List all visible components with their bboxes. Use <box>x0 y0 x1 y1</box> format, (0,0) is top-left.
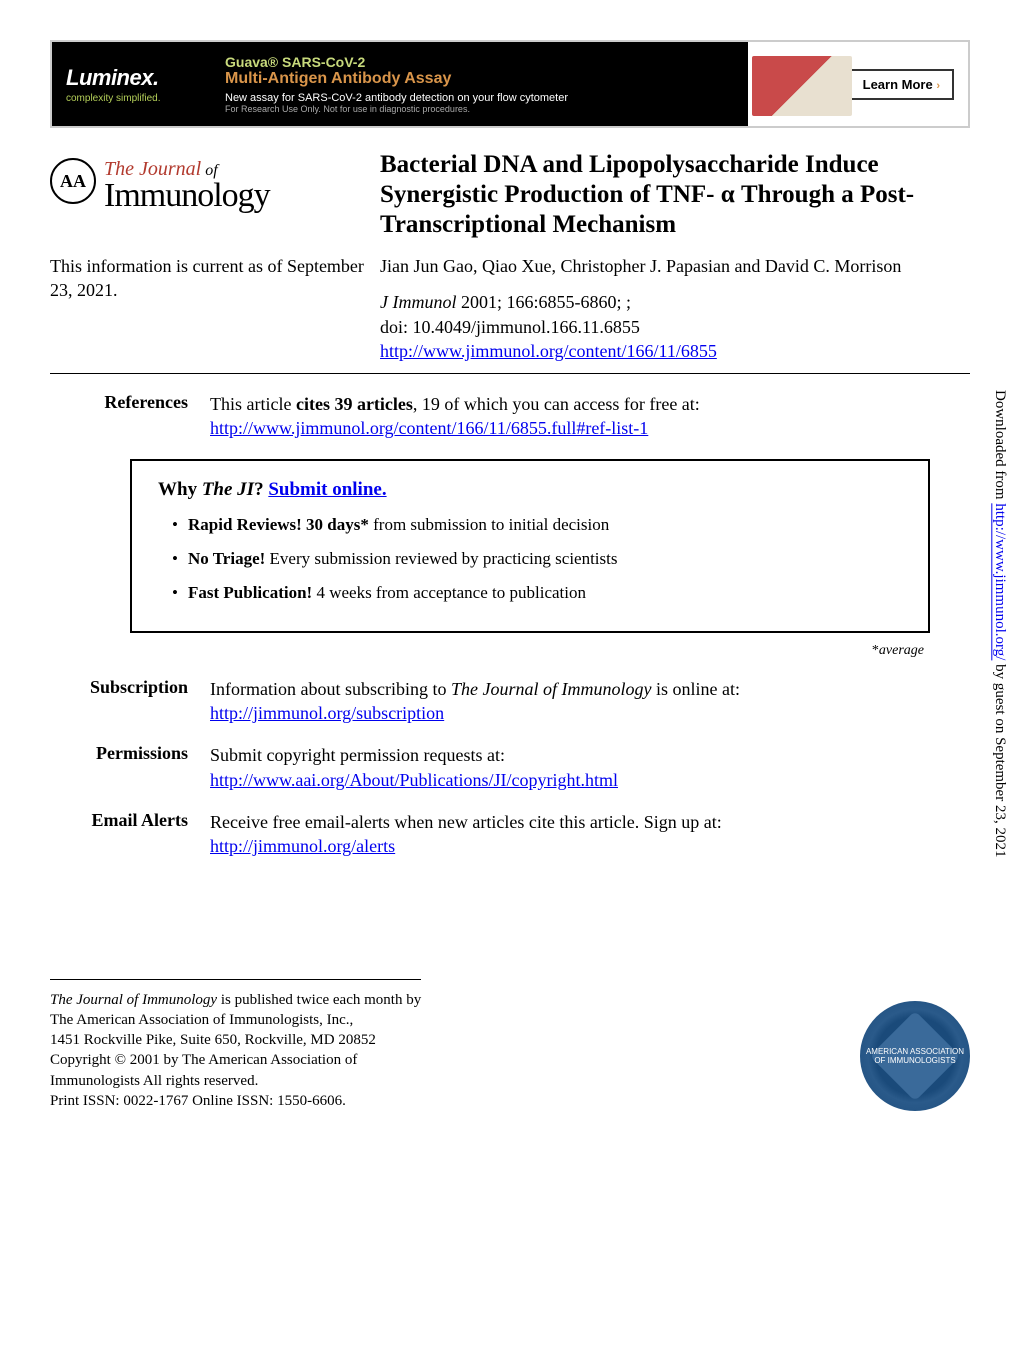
citation-line: J Immunol 2001; 166:6855-6860; ; <box>380 290 970 314</box>
why-ji-item-bold: No Triage! <box>188 549 265 568</box>
subscription-link[interactable]: http://jimmunol.org/subscription <box>210 703 444 723</box>
why-ji-item-bold: Rapid Reviews! 30 days* <box>188 515 369 534</box>
footer-line1: The Journal of Immunology is published t… <box>50 990 421 1010</box>
current-info: This information is current as of Septem… <box>50 254 380 363</box>
footer-divider <box>50 979 421 980</box>
permissions-text: Submit copyright permission requests at: <box>210 745 505 765</box>
learn-more-label: Learn More <box>863 77 933 92</box>
footer-line4: Copyright © 2001 by The American Associa… <box>50 1050 421 1070</box>
why-ji-why: Why <box>158 479 202 500</box>
average-star: * <box>872 643 879 658</box>
article-title: Bacterial DNA and Lipopolysaccharide Ind… <box>380 150 970 240</box>
why-ji-item: Rapid Reviews! 30 days* from submission … <box>172 515 902 535</box>
citation-block: J Immunol 2001; 166:6855-6860; ; doi: 10… <box>380 290 970 363</box>
journal-logo: AA The Journal of Immunology <box>50 158 380 215</box>
references-pre: This article <box>210 394 296 414</box>
header-row: AA The Journal of Immunology Bacterial D… <box>50 150 970 240</box>
ad-banner[interactable]: Luminex. complexity simplified. Guava® S… <box>50 40 970 128</box>
footer-line2: The American Association of Immunologist… <box>50 1010 421 1030</box>
journal-immunology: Immunology <box>104 177 270 215</box>
learn-more-button[interactable]: Learn More › <box>849 69 954 100</box>
email-alerts-label: Email Alerts <box>50 810 210 859</box>
citation-rest: 2001; 166:6855-6860; ; <box>456 292 631 312</box>
citation-doi: doi: 10.4049/jimmunol.166.11.6855 <box>380 315 970 339</box>
email-alerts-body: Receive free email-alerts when new artic… <box>210 810 970 859</box>
why-ji-item-bold: Fast Publication! <box>188 583 312 602</box>
why-ji-q: ? <box>254 479 268 500</box>
why-ji-item-rest: 4 weeks from acceptance to publication <box>312 583 586 602</box>
why-ji-item: No Triage! Every submission reviewed by … <box>172 549 902 569</box>
why-ji-theji: The JI <box>202 479 254 500</box>
subscription-body: Information about subscribing to The Jou… <box>210 677 970 726</box>
ad-line2: Multi-Antigen Antibody Assay <box>225 70 730 88</box>
email-alerts-text: Receive free email-alerts when new artic… <box>210 812 722 832</box>
authors: Jian Jun Gao, Qiao Xue, Christopher J. P… <box>380 254 970 278</box>
permissions-row: Permissions Submit copyright permission … <box>50 743 970 792</box>
average-note: *average <box>50 643 924 659</box>
footer-text: The Journal of Immunology is published t… <box>50 969 421 1112</box>
ad-right-block: Learn More › <box>748 42 968 126</box>
footer-line5: Immunologists All rights reserved. <box>50 1071 421 1091</box>
average-text: average <box>879 643 924 658</box>
divider <box>50 373 970 374</box>
subscription-label: Subscription <box>50 677 210 726</box>
subscription-pre: Information about subscribing to <box>210 679 451 699</box>
footer-line6: Print ISSN: 0022-1767 Online ISSN: 1550-… <box>50 1091 421 1111</box>
ad-line3: New assay for SARS-CoV-2 antibody detect… <box>225 92 730 104</box>
permissions-label: Permissions <box>50 743 210 792</box>
references-row: References This article cites 39 article… <box>50 392 970 441</box>
journal-title-wrap: The Journal of Immunology <box>104 158 270 215</box>
why-ji-heading: Why The JI? Submit online. <box>158 479 902 501</box>
aai-seal-icon: AA <box>50 158 96 204</box>
title-block: Bacterial DNA and Lipopolysaccharide Ind… <box>380 150 970 240</box>
ad-line4: For Research Use Only. Not for use in di… <box>225 104 730 114</box>
ad-product-image <box>752 56 852 116</box>
email-alerts-row: Email Alerts Receive free email-alerts w… <box>50 810 970 859</box>
why-ji-item: Fast Publication! 4 weeks from acceptanc… <box>172 583 902 603</box>
ad-copy-block: Guava® SARS-CoV-2 Multi-Antigen Antibody… <box>207 42 748 126</box>
why-ji-submit-link[interactable]: Submit online. <box>268 479 386 500</box>
citation-journal: J Immunol <box>380 292 456 312</box>
sidebar-link[interactable]: http://www.jimmunol.org/ <box>992 503 1008 660</box>
footer-ji-name: The Journal of Immunology <box>50 992 217 1008</box>
why-ji-item-rest: Every submission reviewed by practicing … <box>265 549 617 568</box>
sidebar-pre: Downloaded from <box>992 390 1008 503</box>
references-post: , 19 of which you can access for free at… <box>413 394 700 414</box>
journal-logo-block: AA The Journal of Immunology <box>50 150 380 240</box>
permissions-link[interactable]: http://www.aai.org/About/Publications/JI… <box>210 770 618 790</box>
ad-brand-tag: complexity simplified. <box>66 93 207 104</box>
footer-line3: 1451 Rockville Pike, Suite 650, Rockvill… <box>50 1030 421 1050</box>
references-body: This article cites 39 articles, 19 of wh… <box>210 392 970 441</box>
ad-brand: Luminex. <box>66 65 207 91</box>
email-alerts-link[interactable]: http://jimmunol.org/alerts <box>210 836 395 856</box>
aai-badge-label: AMERICAN ASSOCIATION OF IMMUNOLOGISTS <box>860 1047 970 1065</box>
ad-line1: Guava® SARS-CoV-2 <box>225 54 730 70</box>
ad-brand-block: Luminex. complexity simplified. <box>52 42 207 126</box>
citation-url-link[interactable]: http://www.jimmunol.org/content/166/11/6… <box>380 341 717 361</box>
subscription-row: Subscription Information about subscribi… <box>50 677 970 726</box>
references-label: References <box>50 392 210 441</box>
subscription-ital: The Journal of Immunology <box>451 679 651 699</box>
why-ji-item-rest: from submission to initial decision <box>369 515 609 534</box>
references-link[interactable]: http://www.jimmunol.org/content/166/11/6… <box>210 418 648 438</box>
authors-block: Jian Jun Gao, Qiao Xue, Christopher J. P… <box>380 254 970 363</box>
download-sidebar: Downloaded from http://www.jimmunol.org/… <box>991 390 1008 990</box>
why-ji-box: Why The JI? Submit online. Rapid Reviews… <box>130 459 930 633</box>
chevron-right-icon: › <box>936 80 940 92</box>
footer-block: The Journal of Immunology is published t… <box>50 969 970 1112</box>
sidebar-post: by guest on September 23, 2021 <box>992 660 1008 857</box>
meta-row: This information is current as of Septem… <box>50 254 970 363</box>
subscription-post: is online at: <box>651 679 740 699</box>
aai-badge-icon: AMERICAN ASSOCIATION OF IMMUNOLOGISTS <box>860 1001 970 1111</box>
why-ji-list: Rapid Reviews! 30 days* from submission … <box>158 515 902 603</box>
permissions-body: Submit copyright permission requests at:… <box>210 743 970 792</box>
references-bold: cites 39 articles <box>296 394 413 414</box>
footer-line1-rest: is published twice each month by <box>217 992 421 1008</box>
